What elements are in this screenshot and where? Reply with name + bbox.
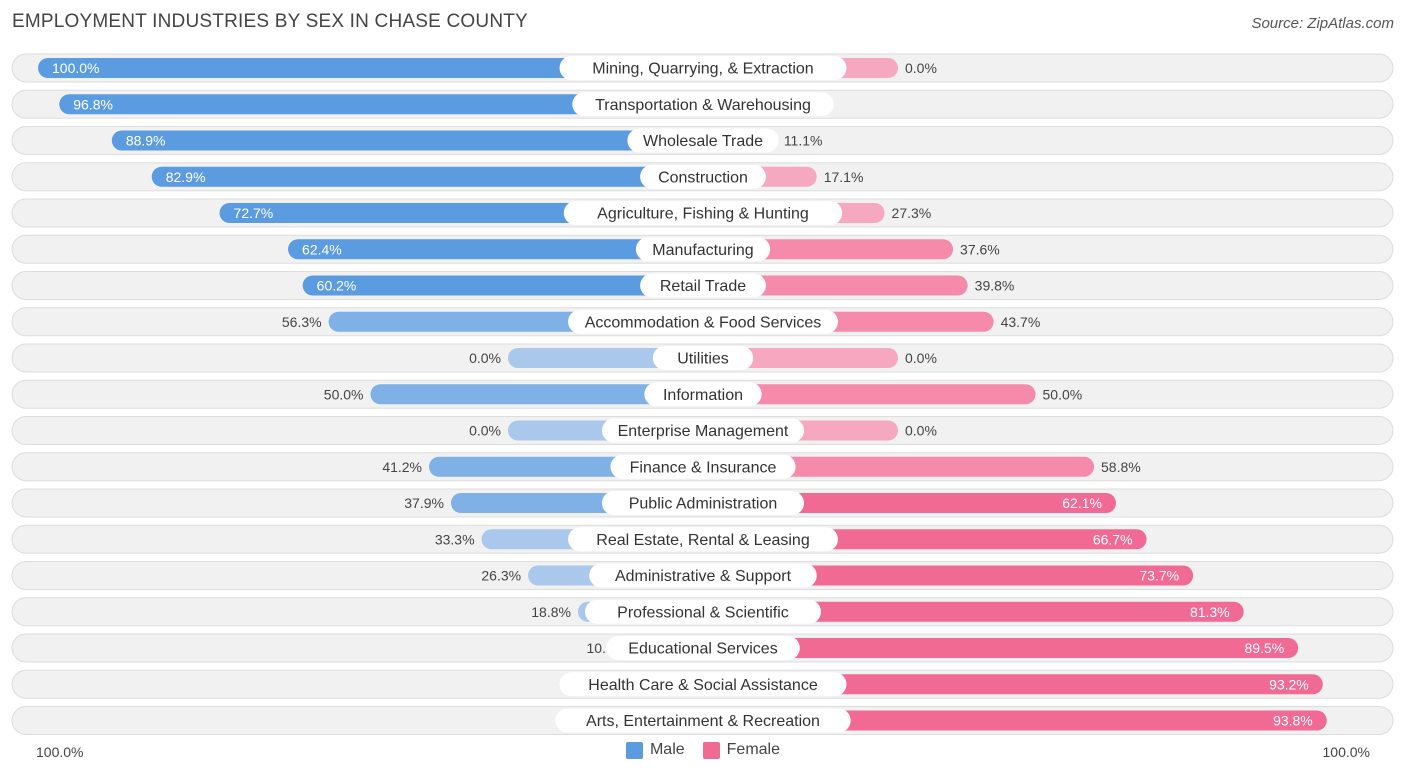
- category-label-pill: [627, 128, 779, 153]
- male-swatch: [625, 741, 643, 759]
- legend-item-female[interactable]: Female: [702, 741, 781, 759]
- legend: Male Female: [0, 741, 1406, 759]
- female-value-label: 0.0%: [905, 60, 937, 76]
- category-label: Retail Trade: [660, 278, 746, 295]
- male-bar: [302, 275, 713, 296]
- male-bar: [288, 239, 713, 260]
- female-value-label: 66.7%: [1093, 531, 1133, 547]
- male-bar: [38, 58, 713, 78]
- category-label-pill: [652, 346, 754, 370]
- male-bar: [370, 384, 713, 405]
- male-value-label: 96.8%: [73, 96, 113, 112]
- female-bar: [693, 674, 1323, 695]
- chart-title: EMPLOYMENT INDUSTRIES BY SEX IN CHASE CO…: [12, 11, 528, 32]
- category-label: Agriculture, Fishing & Hunting: [597, 206, 809, 223]
- female-value-label: 73.7%: [1139, 568, 1179, 584]
- axis-left-label: 100.0%: [36, 744, 84, 760]
- category-label-pill: [601, 491, 805, 515]
- category-label-pill: [640, 164, 766, 189]
- category-label: Manufacturing: [652, 242, 753, 259]
- category-label-pill: [563, 201, 843, 225]
- category-label-pill: [559, 672, 847, 697]
- female-bar: [693, 384, 1036, 405]
- category-label: Transportation & Warehousing: [595, 97, 811, 114]
- category-label-pill: [610, 454, 796, 479]
- legend-female-label: Female: [726, 741, 781, 758]
- female-value-label: 27.3%: [892, 205, 932, 221]
- male-value-label: 0.0%: [469, 350, 501, 366]
- category-label: Real Estate, Rental & Leasing: [596, 532, 809, 549]
- female-bar: [693, 710, 1327, 731]
- category-label: Accommodation & Food Services: [585, 314, 822, 331]
- category-label: Information: [663, 387, 743, 404]
- female-value-label: 58.8%: [1101, 459, 1141, 475]
- axis-right-label: 100.0%: [1322, 744, 1370, 760]
- female-swatch: [702, 741, 720, 759]
- source-credit: Source: ZipAtlas.com: [1251, 15, 1394, 32]
- male-value-label: 60.2%: [317, 278, 357, 294]
- category-label-pill: [568, 309, 838, 334]
- female-value-label: 11.1%: [784, 133, 823, 149]
- category-label: Health Care & Social Assistance: [588, 677, 818, 694]
- category-label-pill: [585, 599, 821, 624]
- category-label: Administrative & Support: [615, 568, 792, 585]
- male-value-label: 33.3%: [435, 531, 475, 547]
- category-label-pill: [572, 92, 834, 117]
- female-value-label: 62.1%: [1062, 495, 1102, 511]
- female-value-label: 43.7%: [1001, 314, 1041, 330]
- female-value-label: 0.0%: [905, 350, 937, 366]
- male-value-label: 72.7%: [234, 205, 274, 221]
- female-bar: [693, 565, 1194, 586]
- category-label: Arts, Entertainment & Recreation: [586, 713, 820, 730]
- female-value-label: 37.6%: [960, 241, 1000, 257]
- male-value-label: 18.8%: [531, 604, 571, 620]
- category-label-pill: [606, 636, 800, 660]
- category-label: Mining, Quarrying, & Extraction: [592, 61, 813, 78]
- female-value-label: 93.8%: [1273, 713, 1313, 729]
- male-value-label: 88.9%: [126, 133, 166, 149]
- male-value-label: 56.3%: [282, 314, 322, 330]
- category-label-pill: [589, 563, 817, 588]
- male-value-label: 0.0%: [469, 423, 501, 439]
- male-value-label: 37.9%: [404, 495, 444, 511]
- category-label: Professional & Scientific: [617, 604, 789, 621]
- category-label-pill: [555, 708, 851, 733]
- category-label-pill: [635, 237, 771, 262]
- category-label-pill: [559, 56, 847, 80]
- male-bar: [111, 130, 713, 151]
- male-bar: [151, 166, 714, 187]
- category-label: Finance & Insurance: [630, 459, 777, 476]
- female-value-label: 50.0%: [1043, 386, 1083, 402]
- category-label-pill: [568, 527, 838, 552]
- female-value-label: 17.1%: [824, 169, 864, 185]
- diverging-bar-chart: 100.0% 0.0% Mining, Quarrying, & Extractio…: [11, 53, 1394, 735]
- category-label: Construction: [658, 169, 748, 186]
- male-value-label: 50.0%: [324, 386, 364, 402]
- male-value-label: 100.0%: [52, 60, 99, 76]
- female-value-label: 39.8%: [975, 278, 1015, 294]
- category-label-pill: [644, 382, 762, 407]
- legend-male-label: Male: [649, 741, 685, 758]
- female-bar: [693, 638, 1299, 658]
- category-label-pill: [640, 273, 766, 298]
- legend-item-male[interactable]: Male: [625, 741, 685, 759]
- category-label: Wholesale Trade: [643, 133, 763, 150]
- male-value-label: 26.3%: [481, 568, 521, 584]
- male-value-label: 41.2%: [382, 459, 422, 475]
- category-label: Educational Services: [628, 641, 777, 658]
- female-value-label: 81.3%: [1190, 604, 1230, 620]
- male-value-label: 82.9%: [166, 169, 206, 185]
- male-value-label: 62.4%: [302, 241, 342, 257]
- female-value-label: 0.0%: [905, 423, 937, 439]
- female-bar: [693, 601, 1244, 622]
- category-label: Public Administration: [629, 496, 778, 513]
- category-label: Enterprise Management: [618, 423, 789, 440]
- category-label: Utilities: [677, 351, 729, 368]
- category-label-pill: [601, 418, 805, 443]
- female-value-label: 93.2%: [1269, 676, 1309, 692]
- male-bar: [59, 94, 713, 115]
- female-value-label: 89.5%: [1244, 640, 1284, 656]
